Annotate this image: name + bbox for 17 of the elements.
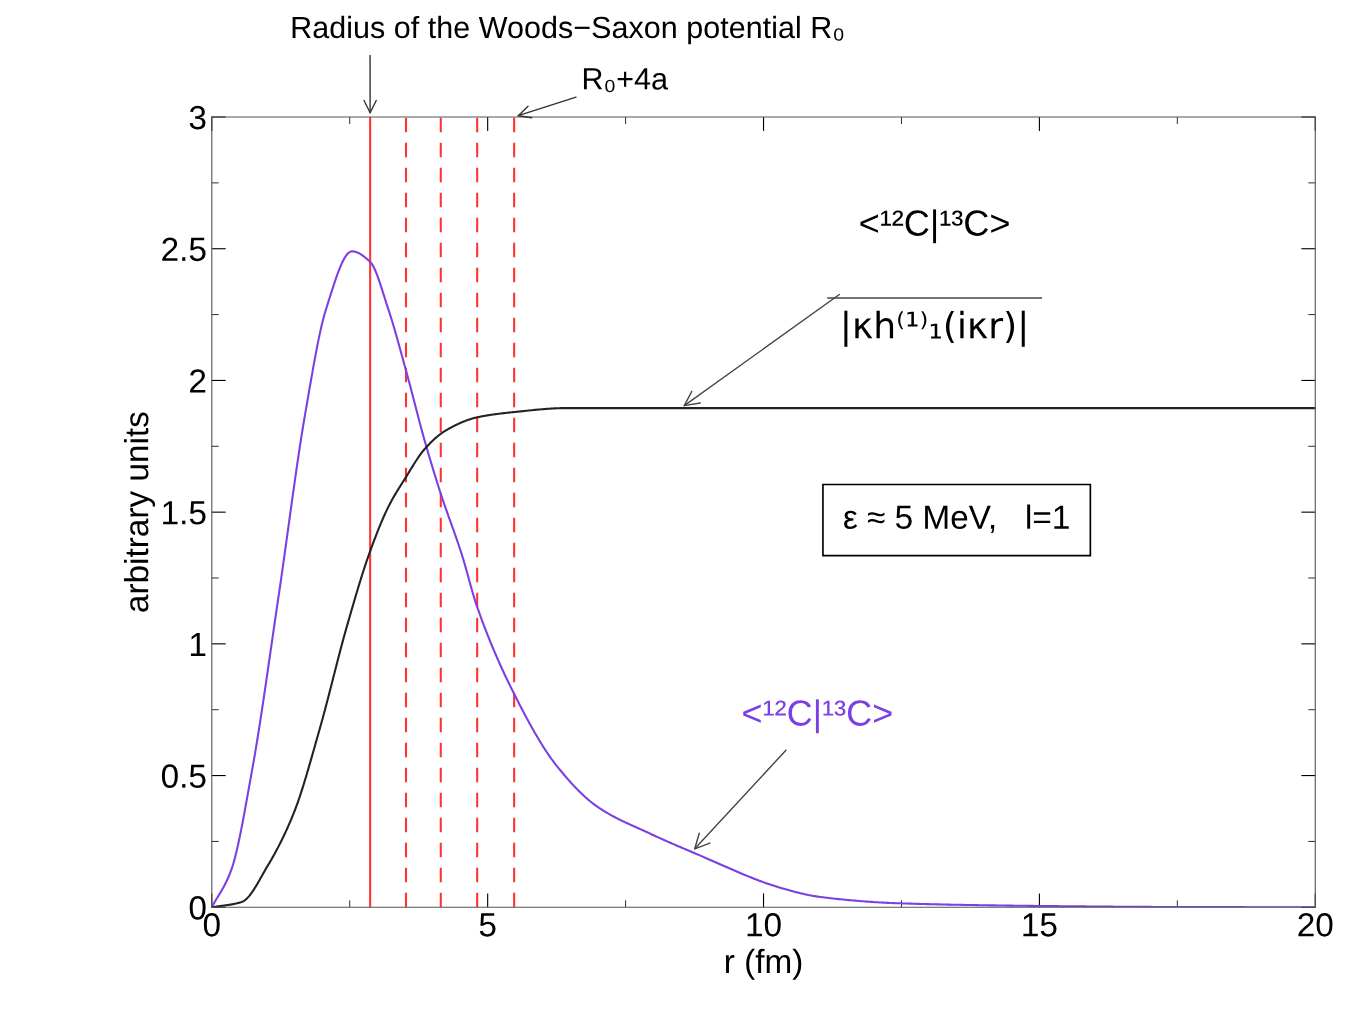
- annotation: ε ≈ 5 MeV, l=1: [844, 504, 1069, 533]
- y-tick-label: 2: [190, 369, 206, 393]
- y-tick-label: 1.5: [163, 501, 206, 525]
- y-axis-title: arbitrary units: [123, 412, 156, 612]
- x-tick-label: 20: [1298, 913, 1333, 937]
- x-tick-label: 5: [479, 913, 496, 937]
- x-axis-title: r (fm): [725, 948, 802, 980]
- annotation: R₀+4a: [583, 68, 669, 93]
- y-tick-label: 1: [190, 633, 206, 656]
- text: <¹²C|¹³C> |κh⁽¹⁾₁(iκr)|: [844, 209, 1025, 347]
- y-tick-label: 3: [189, 105, 206, 130]
- x-tick-label: 10: [747, 913, 781, 937]
- y-tick-label: 2.5: [162, 237, 206, 262]
- annotation: Radius of the Woods−Saxon potential R₀: [292, 15, 844, 45]
- text: <¹²C|¹³C>: [743, 699, 892, 734]
- x-tick-label: 15: [1023, 913, 1057, 937]
- y-tick-label: 0.5: [161, 764, 206, 788]
